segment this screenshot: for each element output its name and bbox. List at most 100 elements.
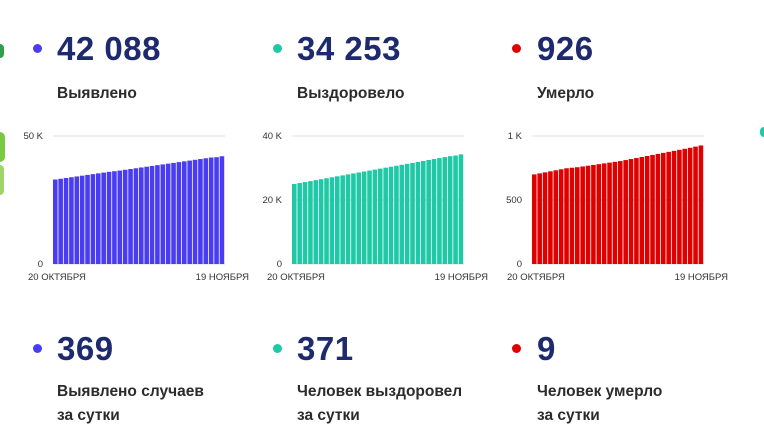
bar <box>693 146 698 264</box>
bar <box>666 151 671 264</box>
bar <box>537 173 542 264</box>
y-tick-label: 20 K <box>262 195 282 206</box>
bar <box>399 164 405 264</box>
daily-recovered-value: 371 <box>297 330 354 367</box>
bar <box>426 160 431 264</box>
bar <box>580 166 585 264</box>
bar <box>628 159 634 264</box>
bar <box>431 159 437 264</box>
chart-deaths: 0 500 1 K 20 ОКТЯБРЯ 19 НОЯБРЯ <box>506 131 728 283</box>
x-tick-label-end: 19 НОЯБРЯ <box>675 272 728 283</box>
bar <box>378 168 383 264</box>
bar <box>612 161 618 264</box>
bar <box>101 172 106 264</box>
bar <box>171 162 176 264</box>
bar <box>214 157 219 264</box>
bar <box>198 159 203 264</box>
daily-detected-dot-icon <box>33 344 42 353</box>
y-tick-label: 0 <box>277 259 282 270</box>
deaths-dot-icon <box>512 44 521 53</box>
bar <box>96 173 101 264</box>
bar <box>437 158 442 264</box>
y-tick-label: 500 <box>506 195 522 206</box>
bar <box>542 172 548 264</box>
bar <box>687 147 693 264</box>
detected-dot-icon <box>33 44 42 53</box>
bar <box>682 148 688 264</box>
bar <box>90 174 96 264</box>
bar <box>122 169 128 264</box>
bar <box>208 157 214 264</box>
bar <box>356 172 362 264</box>
bar <box>106 171 112 264</box>
chart-recovered: 0 20 K 40 K 20 ОКТЯБРЯ 19 НОЯБРЯ <box>262 131 488 283</box>
detected-label: Выявлено <box>57 85 137 102</box>
bar <box>297 183 302 264</box>
bar <box>596 164 602 264</box>
daily-recovered-dot-icon <box>273 344 282 353</box>
bar <box>558 169 564 264</box>
bar <box>302 182 308 264</box>
bar <box>623 160 628 264</box>
bar <box>607 162 612 264</box>
x-tick-label-start: 20 ОКТЯБРЯ <box>507 272 565 283</box>
bar <box>155 165 160 264</box>
bar <box>415 161 421 264</box>
bar <box>388 166 394 264</box>
bar <box>421 160 426 264</box>
bar <box>133 168 139 264</box>
daily-deaths-value: 9 <box>537 330 556 367</box>
bar <box>569 167 575 264</box>
bar <box>324 178 329 264</box>
bar <box>383 167 388 264</box>
daily-deaths-label-line1: Человек умерло <box>537 383 663 400</box>
bar <box>85 174 90 264</box>
bar <box>63 177 69 264</box>
bar <box>367 170 372 264</box>
bar <box>661 152 666 264</box>
y-tick-label: 0 <box>38 259 43 270</box>
bar <box>372 169 378 264</box>
daily-detected-label-line2: за сутки <box>57 407 120 424</box>
bar <box>74 176 80 264</box>
bar <box>591 164 596 264</box>
bar <box>128 169 133 264</box>
recovered-total: 34 253 <box>297 30 401 67</box>
bar <box>618 161 623 264</box>
bar <box>458 154 464 264</box>
daily-detected-label-line1: Выявлено случаев <box>57 383 204 400</box>
right-edge-fragment <box>760 127 764 137</box>
bar <box>644 155 650 264</box>
x-tick-label-end: 19 НОЯБРЯ <box>196 272 249 283</box>
bar <box>53 179 58 264</box>
y-tick-label: 50 K <box>23 131 43 142</box>
recovered-dot-icon <box>273 44 282 53</box>
bar <box>58 178 63 264</box>
bar <box>165 163 171 264</box>
bar <box>329 177 335 264</box>
bar <box>219 156 225 264</box>
bar <box>394 165 399 264</box>
bar <box>453 155 458 264</box>
bar <box>634 158 639 264</box>
bar <box>182 161 187 264</box>
bar <box>149 165 155 264</box>
daily-deaths-label-line2: за сутки <box>537 407 600 424</box>
left-edge-fragment <box>0 165 4 195</box>
bar <box>361 171 367 264</box>
bar <box>192 159 198 264</box>
bar <box>292 184 297 264</box>
detected-total: 42 088 <box>57 30 161 67</box>
bar <box>345 174 351 264</box>
x-tick-label-start: 20 ОКТЯБРЯ <box>267 272 325 283</box>
x-tick-label-end: 19 НОЯБРЯ <box>435 272 488 283</box>
daily-deaths-dot-icon <box>512 344 521 353</box>
bar <box>340 175 345 264</box>
deaths-total: 926 <box>537 30 594 67</box>
bar <box>308 181 313 264</box>
bar <box>585 165 591 264</box>
bar <box>176 162 182 264</box>
bar <box>698 145 704 264</box>
left-edge-fragment <box>0 44 4 58</box>
daily-recovered-label-line1: Человек выздоровел <box>297 383 463 400</box>
